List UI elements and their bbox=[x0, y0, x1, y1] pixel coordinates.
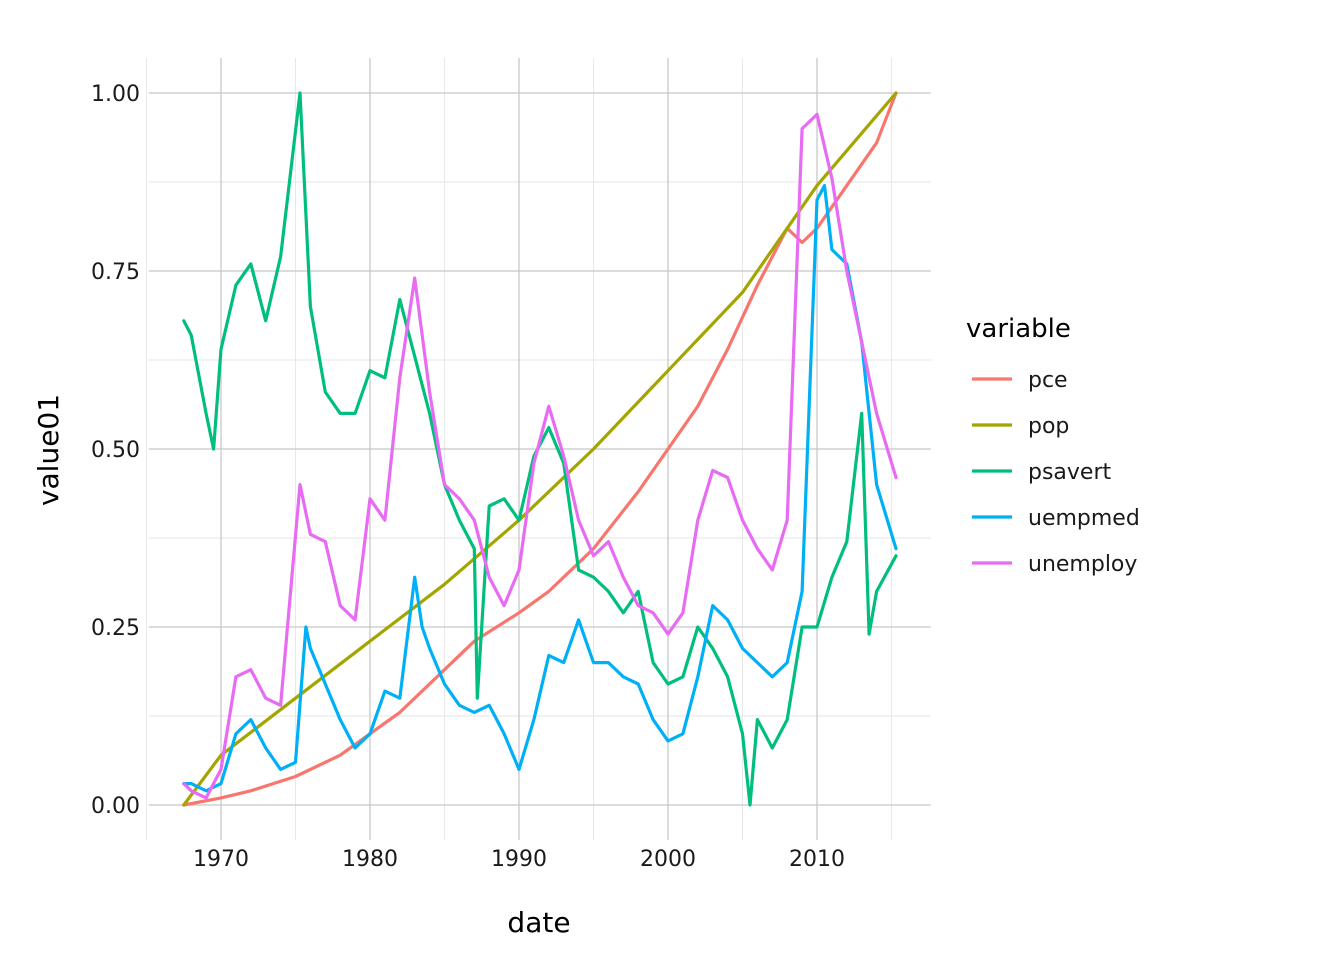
x-tick-label: 1970 bbox=[193, 847, 249, 872]
legend-title: variable bbox=[966, 314, 1071, 344]
series-lines bbox=[182, 91, 898, 807]
y-axis-ticks: 0.00 0.25 0.50 0.75 1.00 bbox=[91, 82, 140, 819]
y-tick-label: 0.75 bbox=[91, 260, 140, 285]
legend-label-uempmed: uempmed bbox=[1028, 506, 1140, 531]
x-axis-ticks: 1970 1980 1990 2000 2010 bbox=[193, 847, 845, 872]
legend-label-pce: pce bbox=[1028, 368, 1068, 393]
legend-label-pop: pop bbox=[1028, 414, 1069, 439]
series-line-pce bbox=[182, 91, 898, 807]
y-tick-label: 1.00 bbox=[91, 82, 140, 107]
x-tick-label: 1980 bbox=[342, 847, 398, 872]
series-line-unemploy bbox=[182, 112, 898, 800]
series-line-psavert bbox=[182, 91, 898, 807]
y-axis-title: value01 bbox=[32, 394, 65, 506]
series-line-uempmed bbox=[182, 184, 898, 793]
x-tick-label: 1990 bbox=[491, 847, 547, 872]
legend-label-psavert: psavert bbox=[1028, 460, 1112, 485]
y-tick-label: 0.25 bbox=[91, 616, 140, 641]
y-tick-label: 0.50 bbox=[91, 438, 140, 463]
major-gridlines bbox=[148, 58, 931, 840]
legend: variable pce pop psavert uempmed unemploy bbox=[966, 314, 1140, 577]
legend-label-unemploy: unemploy bbox=[1028, 552, 1137, 577]
x-axis-title: date bbox=[507, 906, 570, 939]
y-tick-label: 0.00 bbox=[91, 794, 140, 819]
x-tick-label: 2000 bbox=[640, 847, 696, 872]
x-tick-label: 2010 bbox=[789, 847, 845, 872]
